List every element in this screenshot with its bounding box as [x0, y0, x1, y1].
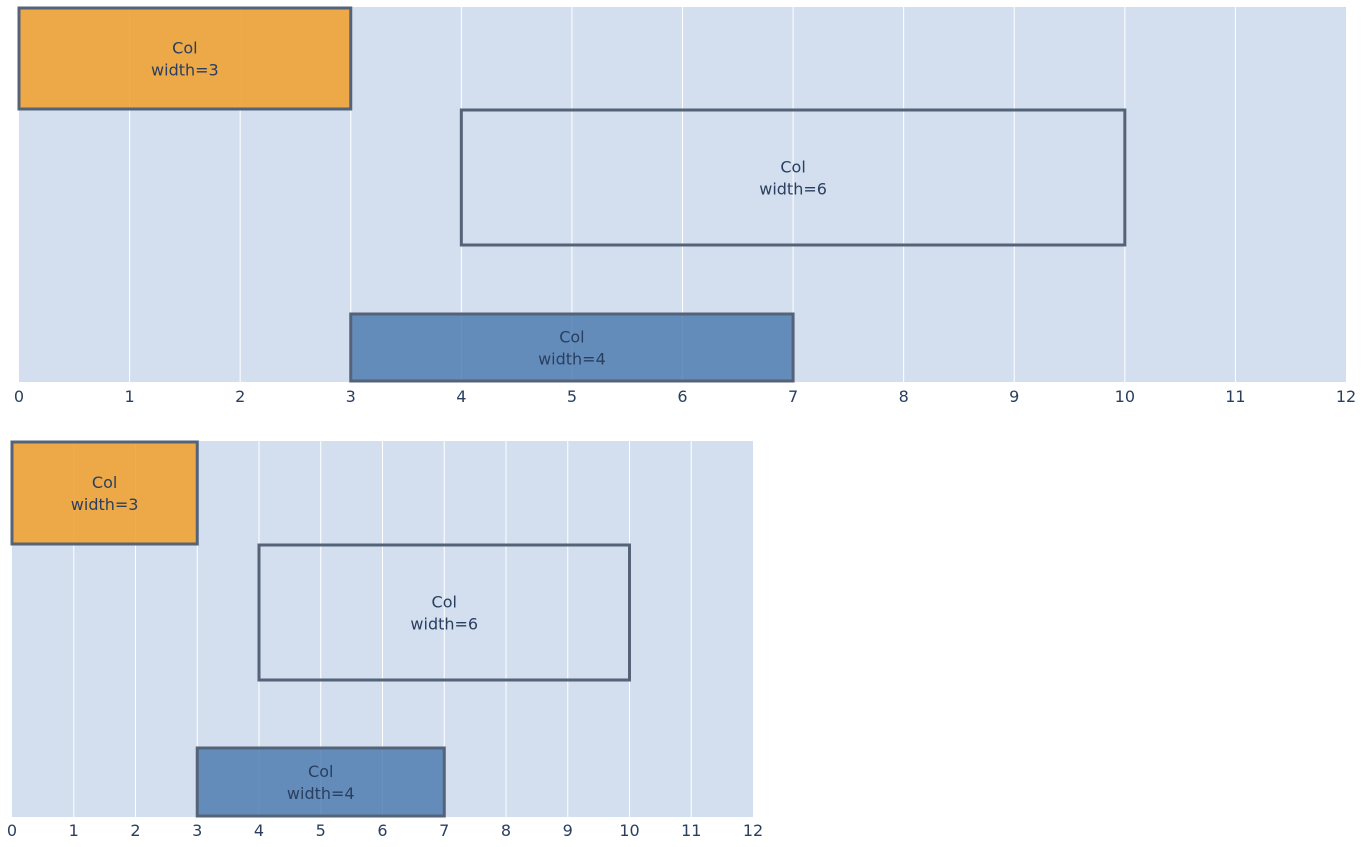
x-tick-label: 2	[235, 387, 245, 406]
bar-label-title: Col	[172, 39, 197, 58]
bar-label-title: Col	[780, 158, 805, 177]
bar-width-3	[17, 6, 353, 111]
x-tick-label: 7	[439, 821, 449, 840]
x-tick-label: 1	[69, 821, 79, 840]
x-tick-label: 3	[346, 387, 356, 406]
x-tick-label: 12	[1336, 387, 1356, 406]
x-tick-label: 10	[1115, 387, 1135, 406]
x-tick-label: 8	[899, 387, 909, 406]
x-tick-label: 11	[681, 821, 701, 840]
x-tick-label: 1	[124, 387, 134, 406]
bar-label-title: Col	[432, 593, 457, 612]
bar-label-title: Col	[92, 473, 117, 492]
bar-label-width: width=3	[71, 495, 139, 514]
x-tick-label: 5	[567, 387, 577, 406]
x-tick-label: 11	[1225, 387, 1245, 406]
x-tick-label: 4	[456, 387, 466, 406]
bar-label-width: width=4	[538, 350, 606, 369]
x-tick-label: 8	[501, 821, 511, 840]
bar-label-width: width=4	[287, 784, 355, 803]
x-tick-label: 10	[619, 821, 639, 840]
x-tick-label: 4	[254, 821, 264, 840]
x-tick-label: 7	[788, 387, 798, 406]
bar-label-width: width=3	[151, 61, 219, 80]
x-tick-label: 0	[7, 821, 17, 840]
bar-width-3	[10, 440, 199, 546]
x-tick-label: 12	[743, 821, 763, 840]
x-tick-label: 2	[130, 821, 140, 840]
bar-width-6	[257, 543, 631, 682]
x-tick-label: 6	[677, 387, 687, 406]
bar-label-width: width=6	[759, 180, 827, 199]
bar-label-width: width=6	[410, 615, 478, 634]
bar-width-6	[459, 108, 1127, 247]
x-tick-label: 5	[316, 821, 326, 840]
x-tick-label: 9	[1009, 387, 1019, 406]
bar-label-title: Col	[308, 762, 333, 781]
bar-width-4	[349, 312, 795, 383]
bar-width-4	[195, 746, 446, 818]
x-tick-label: 3	[192, 821, 202, 840]
x-tick-label: 9	[563, 821, 573, 840]
x-tick-label: 6	[377, 821, 387, 840]
x-tick-label: 0	[14, 387, 24, 406]
bar-label-title: Col	[559, 328, 584, 347]
